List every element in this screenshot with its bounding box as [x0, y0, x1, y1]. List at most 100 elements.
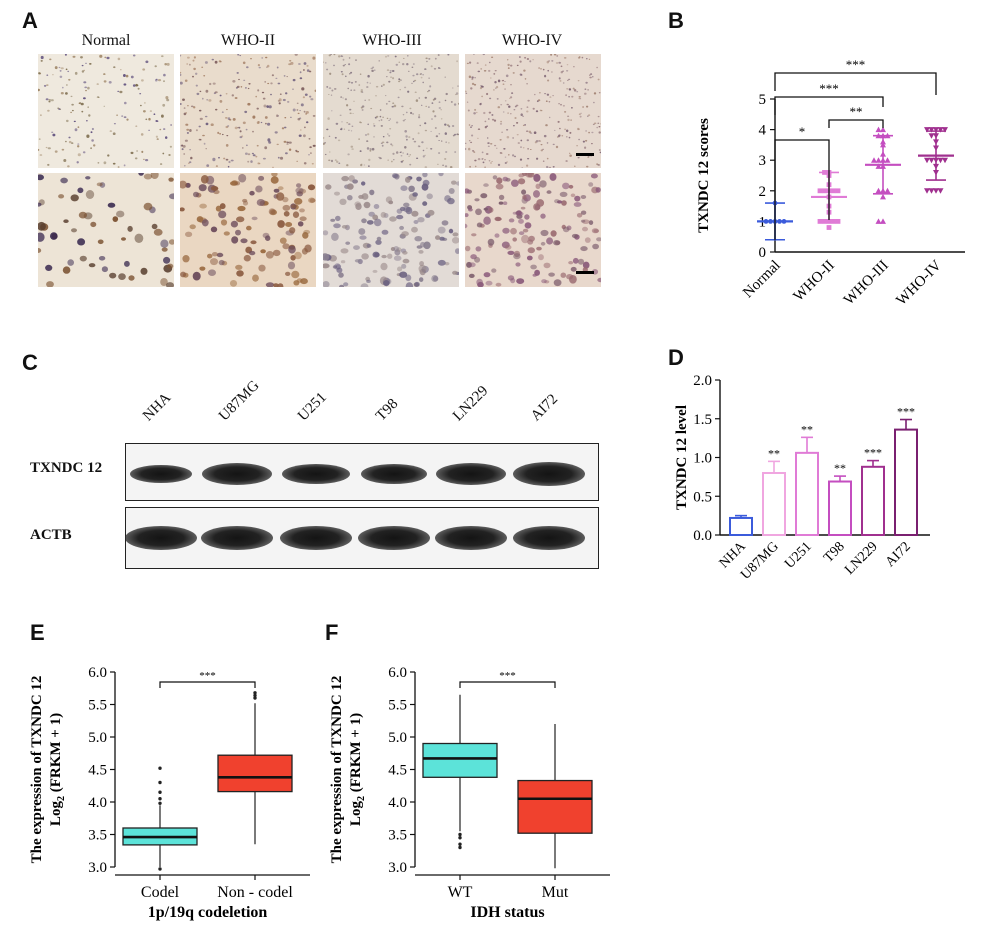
cell-nucleus [490, 162, 492, 164]
cell-nucleus [494, 70, 497, 72]
cell-nucleus [477, 158, 481, 161]
cell-nucleus [545, 124, 548, 127]
x-tick-label: Codel [141, 884, 180, 901]
cell-nucleus [96, 182, 103, 187]
cell-nucleus [83, 81, 87, 84]
band-txndc12-ai72 [513, 462, 585, 486]
x-tick-label: WHO-IV [893, 257, 944, 308]
cell-nucleus [227, 117, 231, 120]
cell-nucleus [248, 83, 251, 85]
cell-nucleus [580, 112, 582, 114]
cell-nucleus [548, 60, 550, 62]
cell-nucleus [392, 77, 395, 80]
cell-nucleus [546, 157, 549, 160]
cell-nucleus [504, 162, 507, 164]
cell-nucleus [569, 154, 572, 157]
cell-nucleus [584, 88, 587, 90]
cell-nucleus [88, 114, 91, 117]
cell-nucleus [268, 105, 272, 109]
y-tick-label: 5 [759, 92, 767, 108]
cell-nucleus [577, 157, 580, 159]
cell-nucleus [134, 233, 144, 243]
data-point [937, 127, 944, 133]
cell-nucleus [279, 237, 287, 244]
cell-nucleus [183, 153, 186, 155]
cell-nucleus [559, 127, 561, 130]
significance-bracket [774, 96, 884, 115]
cell-nucleus [57, 107, 60, 110]
band-actb-ln229 [435, 526, 507, 550]
histology-texture [465, 54, 601, 168]
histology-who-iv-high-mag [465, 173, 601, 287]
cell-nucleus [117, 57, 121, 61]
cell-nucleus [523, 69, 526, 72]
cell-nucleus [404, 86, 407, 89]
cell-nucleus [498, 194, 505, 200]
cell-nucleus [52, 133, 56, 137]
cell-nucleus [258, 175, 265, 181]
cell-nucleus [502, 83, 505, 85]
cell-nucleus [588, 131, 590, 134]
cell-nucleus [538, 140, 541, 142]
cell-nucleus [570, 266, 577, 272]
cell-nucleus [580, 246, 588, 252]
data-point [924, 157, 930, 164]
cell-nucleus [569, 131, 572, 134]
cell-nucleus [88, 263, 96, 268]
cell-nucleus [406, 153, 409, 155]
y-tick-label: 0.0 [693, 528, 712, 544]
band-txndc12-t98 [361, 464, 427, 484]
cell-nucleus [445, 92, 448, 96]
cell-nucleus [231, 94, 234, 97]
cell-nucleus [504, 156, 507, 158]
cell-nucleus [586, 165, 589, 168]
cell-nucleus [557, 120, 560, 123]
cell-nucleus [521, 189, 527, 195]
cell-nucleus [235, 264, 243, 270]
cell-nucleus [562, 182, 570, 190]
outlier-point [158, 867, 162, 871]
cell-nucleus [468, 262, 476, 268]
cell-nucleus [135, 83, 138, 87]
cell-nucleus [534, 269, 540, 276]
cell-nucleus [442, 164, 444, 166]
cell-nucleus [275, 77, 278, 79]
band-actb-t98 [358, 526, 430, 550]
cell-nucleus [579, 115, 582, 118]
cell-nucleus [550, 230, 557, 237]
cell-nucleus [106, 56, 110, 60]
cell-nucleus [227, 125, 230, 127]
data-point [875, 157, 882, 163]
cell-nucleus [424, 96, 427, 99]
cell-nucleus [113, 123, 116, 125]
cell-nucleus [430, 130, 432, 132]
cell-nucleus [296, 102, 299, 104]
cell-nucleus [558, 61, 561, 64]
cell-nucleus [514, 117, 517, 119]
cell-nucleus [513, 125, 515, 127]
cell-nucleus [405, 135, 408, 138]
cell-nucleus [493, 119, 497, 122]
cell-nucleus [491, 118, 495, 121]
cell-nucleus [271, 74, 274, 77]
cell-nucleus [550, 54, 553, 56]
cell-nucleus [165, 96, 169, 100]
cell-nucleus [198, 184, 207, 192]
cell-nucleus [416, 176, 422, 182]
cell-nucleus [465, 245, 471, 252]
cell-nucleus [438, 152, 441, 154]
cell-nucleus [402, 114, 405, 116]
cell-nucleus [589, 76, 592, 79]
cell-nucleus [161, 55, 164, 58]
cell-nucleus [299, 208, 305, 213]
cell-nucleus [359, 150, 362, 152]
cell-nucleus [331, 110, 333, 112]
cell-nucleus [65, 140, 67, 143]
cell-nucleus [419, 124, 421, 127]
cell-nucleus [216, 252, 224, 258]
cell-nucleus [574, 195, 581, 202]
cell-nucleus [61, 148, 65, 151]
histology-texture [180, 54, 316, 168]
cell-nucleus [66, 84, 68, 86]
cell-nucleus [489, 97, 492, 100]
